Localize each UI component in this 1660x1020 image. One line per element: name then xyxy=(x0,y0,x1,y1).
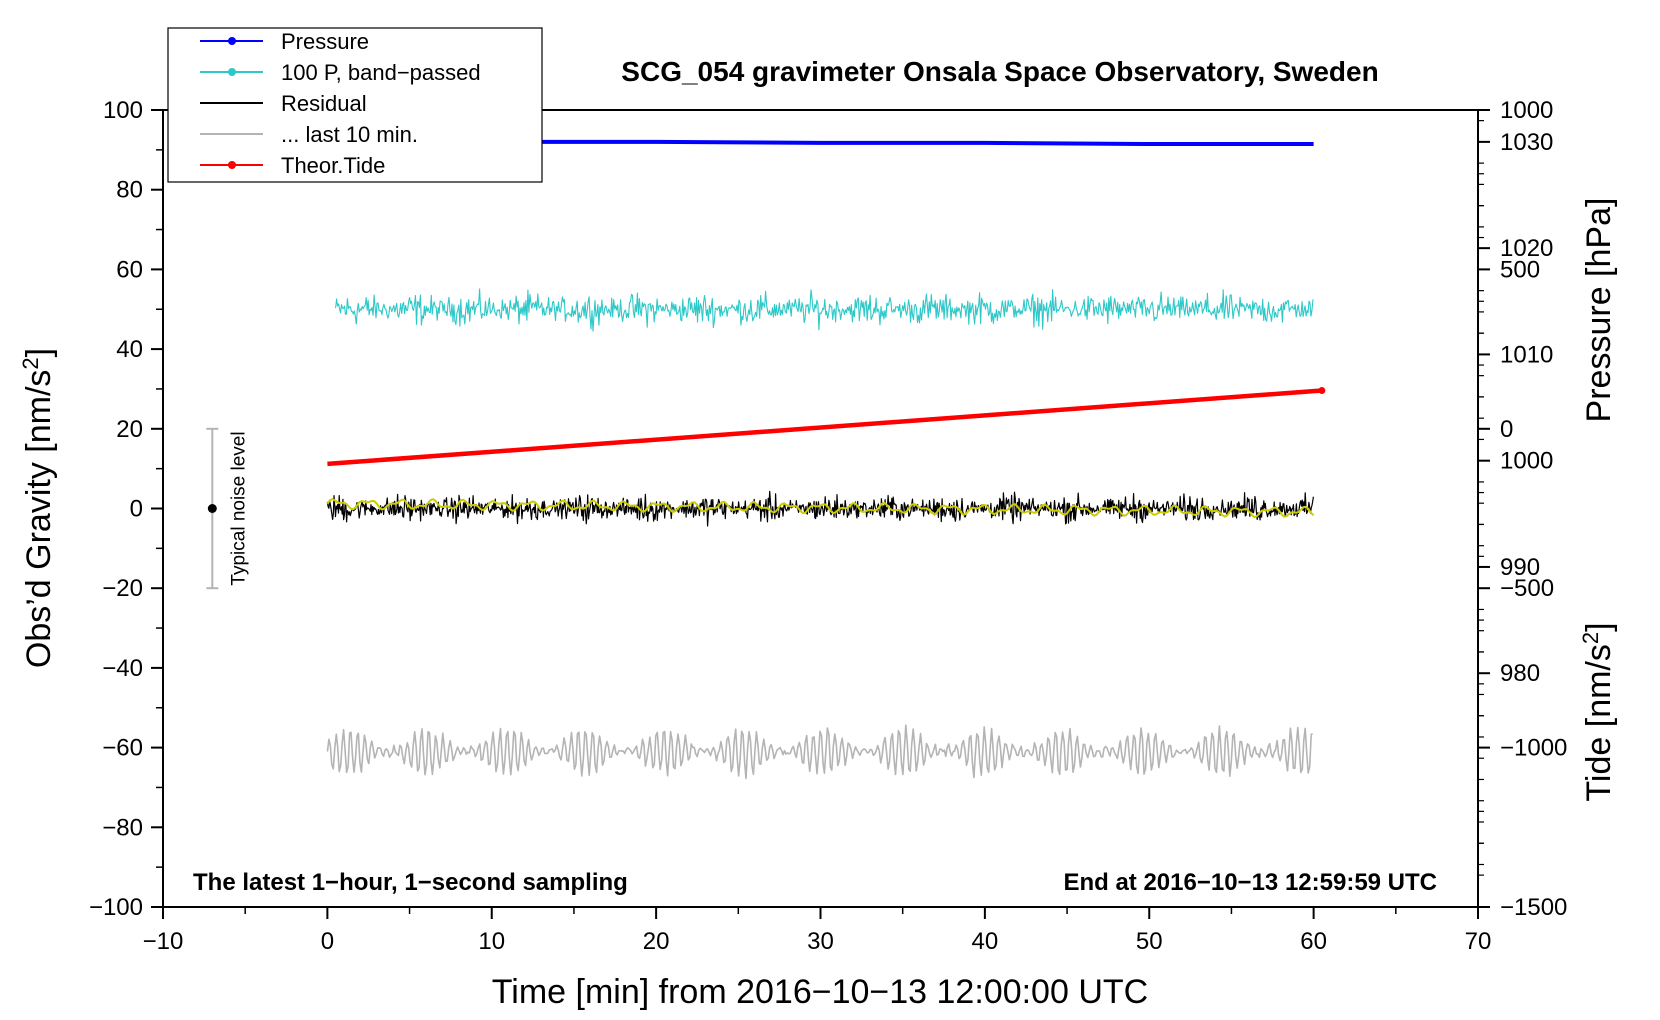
tide-tick-label: −1500 xyxy=(1500,894,1567,921)
axes-layer: −10 0 10 20 30 40 50 60 70−100−80−60−40−20020406… xyxy=(89,97,1567,955)
y-axis-title-left-main: Obs’d Gravity [nm/s xyxy=(20,370,58,669)
legend-label: ... last 10 min. xyxy=(281,122,418,147)
pressure-tick-label: 1030 xyxy=(1500,129,1553,156)
x-tick-label: 40 xyxy=(972,928,999,955)
legend-box xyxy=(167,27,543,183)
pressure-tick-label: 1000 xyxy=(1500,448,1553,475)
annotation-end-time: End at 2016−10−13 12:59:59 UTC xyxy=(1063,869,1437,896)
noise-bar-group: Typical noise level xyxy=(206,427,249,590)
x-tick-label: 70 xyxy=(1465,928,1492,955)
annotation-sampling: The latest 1−hour, 1−second sampling xyxy=(193,869,628,896)
y-axis-title-tide-main: Tide [nm/s xyxy=(1580,644,1618,801)
tide-end-marker xyxy=(1318,387,1326,395)
legend-label: Theor.Tide xyxy=(281,153,385,178)
tide-tick-label: −1000 xyxy=(1500,735,1567,762)
tide-tick-label: 500 xyxy=(1500,256,1540,283)
chart-title: SCG_054 gravimeter Onsala Space Observat… xyxy=(621,56,1378,87)
series-pressure-bandpassed xyxy=(335,288,1314,332)
x-tick-label: 20 xyxy=(643,928,670,955)
tide-tick-label: 0 xyxy=(1500,416,1513,443)
legend-label: Pressure xyxy=(281,29,369,54)
y-axis-title-left-sup: 2 xyxy=(18,357,43,369)
y-tick-label: 60 xyxy=(116,256,143,283)
noise-bar-center-dot xyxy=(207,504,217,513)
x-tick-label: −10 xyxy=(143,928,184,955)
series-layer xyxy=(326,139,1326,780)
legend-marker xyxy=(228,68,236,76)
series-theoretical-tide xyxy=(327,388,1322,467)
y-tick-label: 80 xyxy=(116,177,143,204)
y-tick-label: −100 xyxy=(89,894,143,921)
y-tick-label: 0 xyxy=(130,496,143,523)
y-tick-label: 100 xyxy=(103,97,143,124)
legend: Pressure 100 P, band−passed Residual ... la… xyxy=(167,27,543,183)
series-residual-smoothed xyxy=(326,498,1315,519)
x-axis-title: Time [min] from 2016−10−13 12:00:00 UTC xyxy=(492,973,1148,1011)
pressure-tick-label: 980 xyxy=(1500,660,1540,687)
x-tick-label: 60 xyxy=(1300,928,1327,955)
x-tick-label: 30 xyxy=(807,928,834,955)
y-tick-label: 40 xyxy=(116,336,143,363)
y-tick-label: −80 xyxy=(102,814,143,841)
y-axis-title-pressure: Pressure [hPa] xyxy=(1580,198,1618,423)
legend-marker xyxy=(228,161,236,169)
series-last-10-min xyxy=(326,724,1314,780)
x-tick-label: 10 xyxy=(478,928,505,955)
legend-label: 100 P, band−passed xyxy=(281,60,481,85)
pressure-tick-label: 1010 xyxy=(1500,341,1553,368)
y-tick-label: −40 xyxy=(102,655,143,682)
tide-tick-label: 1000 xyxy=(1500,97,1553,124)
y-axis-title-tide-end: ] xyxy=(1580,622,1618,631)
x-tick-label: 0 xyxy=(321,928,334,955)
y-tick-label: 20 xyxy=(116,416,143,443)
y-tick-label: −60 xyxy=(102,735,143,762)
pressure-tick-label: 990 xyxy=(1500,554,1540,581)
legend-label: Residual xyxy=(281,91,367,116)
tide-tick-label: −500 xyxy=(1500,575,1554,602)
pressure-tick-label: 1020 xyxy=(1500,235,1553,262)
series-residual xyxy=(326,490,1314,527)
legend-marker xyxy=(228,37,236,45)
y-axis-title-tide: Tide [nm/s2] xyxy=(1578,622,1618,801)
y-axis-title-tide-sup: 2 xyxy=(1578,632,1603,644)
y-tick-label: −20 xyxy=(102,575,143,602)
y-axis-title-left-end: ] xyxy=(20,348,58,357)
x-tick-label: 50 xyxy=(1136,928,1163,955)
noise-bar-label: Typical noise level xyxy=(228,431,249,585)
y-axis-title-left: Obs’d Gravity [nm/s2] xyxy=(18,348,58,668)
